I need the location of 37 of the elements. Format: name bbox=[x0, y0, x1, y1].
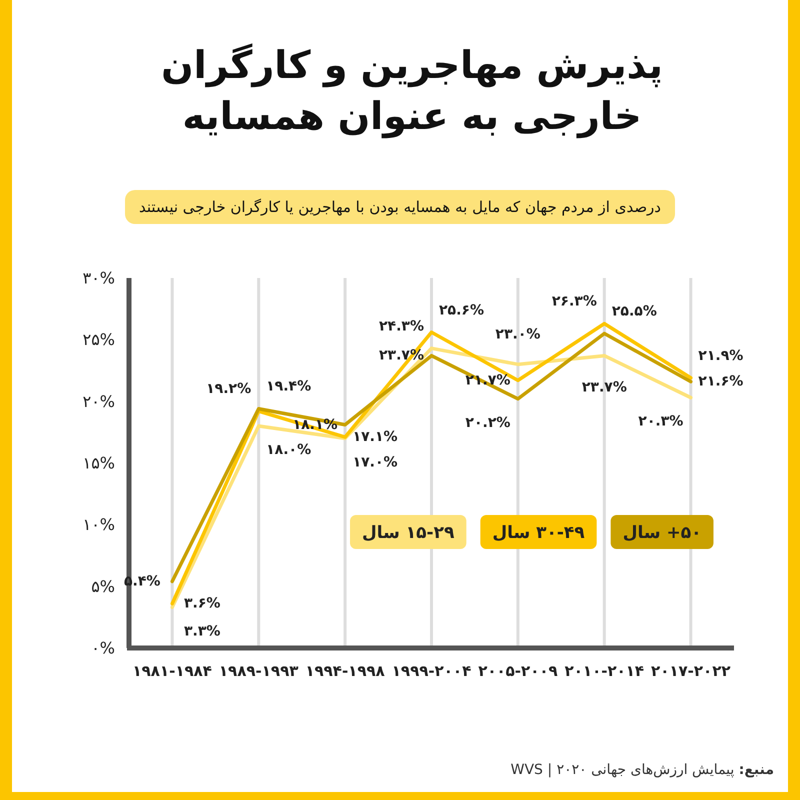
data-label: ۲۳.۰% bbox=[495, 326, 540, 342]
data-label: ۲۵.۶% bbox=[439, 302, 484, 318]
data-label: ۲۳.۷% bbox=[582, 380, 627, 396]
x-tick-label: ۱۹۸۹-۱۹۹۳ bbox=[218, 662, 298, 680]
data-label: ۲۱.۹% bbox=[698, 348, 744, 364]
data-label: ۳.۶% bbox=[184, 596, 220, 612]
y-tick-label: ۱۰% bbox=[82, 515, 115, 534]
text: ۳۰-۴۹ سال bbox=[492, 523, 586, 543]
data-label: ۲۱.۶% bbox=[698, 374, 744, 390]
data-label: ۱۷.۰% bbox=[352, 454, 398, 470]
data-label: ۱۷.۱% bbox=[352, 429, 398, 446]
y-tick-label: ۵% bbox=[91, 576, 115, 596]
chart-title: پذیرش مهاجرین و کارگران خارجی به عنوان همسایه bbox=[160, 42, 664, 140]
data-label: ۲۶.۳% bbox=[552, 294, 597, 310]
data-label: ۱۹.۴% bbox=[266, 378, 312, 395]
data-label: ۱۹.۲% bbox=[206, 381, 252, 398]
y-tick-label: ۱۵% bbox=[82, 454, 115, 472]
data-label: ۱۸.۰% bbox=[266, 442, 312, 458]
y-tick-label: ۳۰% bbox=[82, 268, 115, 288]
x-tick-label: ۲۰۰۵-۲۰۰۹ bbox=[478, 662, 558, 680]
data-label: ۲۵.۵% bbox=[612, 304, 657, 320]
text: ۱۵-۲۹ سال bbox=[362, 523, 455, 543]
x-tick-label: ۲۰۱۷-۲۰۲۲ bbox=[651, 662, 731, 680]
y-tick-label: ۲۵% bbox=[82, 330, 115, 350]
data-label: ۲۴.۳% bbox=[379, 318, 424, 334]
x-tick-label: ۱۹۸۱-۱۹۸۴ bbox=[132, 662, 212, 680]
x-tick-label: ۱۹۹۹-۲۰۰۴ bbox=[392, 662, 472, 680]
data-label: ۳.۳% bbox=[184, 623, 220, 640]
x-tick-label: ۱۹۹۴-۱۹۹۸ bbox=[305, 662, 385, 680]
text: ۵۰+ سال bbox=[622, 523, 702, 543]
data-label: ۲۰.۳% bbox=[638, 414, 684, 430]
x-tick-label: ۲۰۱۰-۲۰۱۴ bbox=[564, 662, 644, 680]
y-tick-label: ۰% bbox=[91, 638, 115, 658]
text: منبع: پیمایش ارزش‌های جهانی WVS | ۲۰۲۰ bbox=[510, 762, 774, 778]
chart-subtitle: درصدی از مردم جهان که مایل به همسایه بودن با مهاجرین یا کارگران خارجی نیستند bbox=[125, 190, 675, 224]
data-label: ۲۰.۲% bbox=[465, 414, 510, 431]
y-tick-label: ۲۰% bbox=[82, 392, 115, 411]
